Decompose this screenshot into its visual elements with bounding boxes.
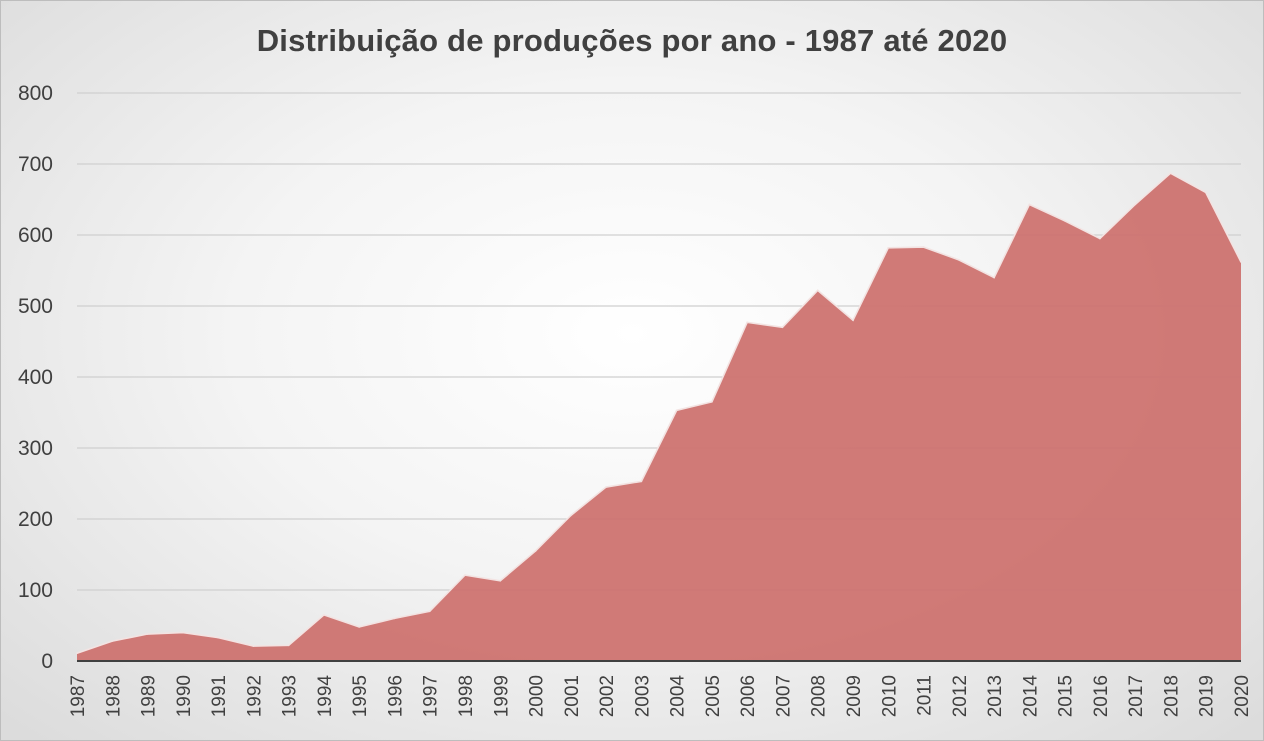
data-point-1992 [252,645,255,647]
data-point-1995 [358,626,360,628]
x-tick-label: 1991 [209,675,230,717]
x-tick-label: 2018 [1161,675,1182,717]
data-point-2020 [1240,261,1242,263]
x-tick-label: 2004 [668,675,689,718]
x-tick-label: 1995 [350,675,371,717]
x-tick-label: 2013 [985,675,1006,717]
data-point-2007 [781,326,784,329]
x-tick-label: 2008 [809,675,830,717]
y-axis-ticks: 0 100 200 300 400 500 600 700 800 [18,82,53,673]
x-tick-label: 2006 [738,675,759,717]
data-point-1993 [287,644,290,647]
data-point-2012 [958,259,960,261]
x-tick-label: 1997 [421,675,442,717]
y-tick-label: 200 [18,508,53,531]
area-edge-line [76,172,1242,654]
data-point-2011 [922,246,925,248]
x-tick-label: 1999 [491,675,512,717]
x-tick-label: 2001 [562,675,583,717]
data-point-1994 [323,614,325,616]
data-point-2010 [887,246,890,249]
data-point-2016 [1099,237,1101,240]
area-series [76,172,1242,662]
data-point-2000 [534,550,537,552]
data-point-2003 [640,480,643,483]
x-tick-label: 2000 [527,675,548,717]
data-point-2018 [1169,172,1172,175]
x-tick-label: 2005 [703,675,724,717]
x-tick-label: 2020 [1232,675,1253,717]
data-point-1999 [499,579,502,582]
area-fill [77,173,1241,662]
x-tick-label: 2016 [1091,675,1112,717]
data-point-2009 [852,319,854,322]
x-tick-label: 1989 [139,675,160,717]
y-tick-label: 800 [18,82,53,105]
y-tick-label: 300 [18,437,53,460]
x-axis-ticks: 1987 1988 1989 1990 1991 1992 1993 1994 1995 1996… [68,675,1253,718]
data-point-1987 [76,652,78,654]
data-point-1998 [464,574,466,576]
x-tick-label: 1998 [456,675,477,717]
data-point-2005 [711,401,713,403]
data-point-1996 [393,617,396,620]
x-tick-label: 1988 [103,675,124,717]
x-tick-label: 2015 [1056,675,1077,717]
x-tick-label: 2002 [597,675,618,717]
data-point-2006 [746,321,748,324]
data-point-2008 [816,289,819,292]
y-tick-label: 500 [18,295,53,318]
data-point-2015 [1063,220,1066,222]
data-point-2019 [1204,191,1207,194]
data-point-2001 [570,514,572,517]
y-tick-label: 600 [18,224,53,247]
data-point-1988 [111,640,114,642]
y-tick-label: 100 [18,579,53,602]
x-tick-label: 1993 [280,675,301,717]
x-tick-label: 2007 [773,675,794,717]
x-tick-label: 2009 [844,675,865,717]
x-tick-label: 2014 [1020,675,1041,718]
x-tick-label: 2003 [632,675,653,717]
x-tick-label: 1987 [68,675,89,717]
x-tick-label: 1990 [174,675,195,717]
data-point-2002 [605,486,607,488]
x-tick-label: 2012 [950,675,971,717]
data-point-2013 [993,276,995,279]
data-point-1990 [182,631,184,634]
data-point-1991 [217,636,219,639]
x-tick-label: 2017 [1126,675,1147,717]
x-tick-label: 2019 [1197,675,1218,717]
y-tick-label: 400 [18,366,53,389]
x-tick-label: 1994 [315,675,336,718]
x-tick-label: 2010 [879,675,900,717]
x-tick-label: 1996 [385,675,406,717]
x-tick-label: 1992 [244,675,265,717]
y-tick-label: 700 [18,153,53,176]
data-point-2017 [1134,203,1136,206]
data-point-2014 [1028,203,1031,206]
x-tick-label: 2011 [915,675,936,716]
chart-title: Distribuição de produções por ano - 1987… [256,23,1008,58]
data-point-1989 [146,633,149,635]
data-point-1997 [428,610,431,613]
data-point-2004 [675,409,678,412]
y-tick-label: 0 [41,650,53,673]
